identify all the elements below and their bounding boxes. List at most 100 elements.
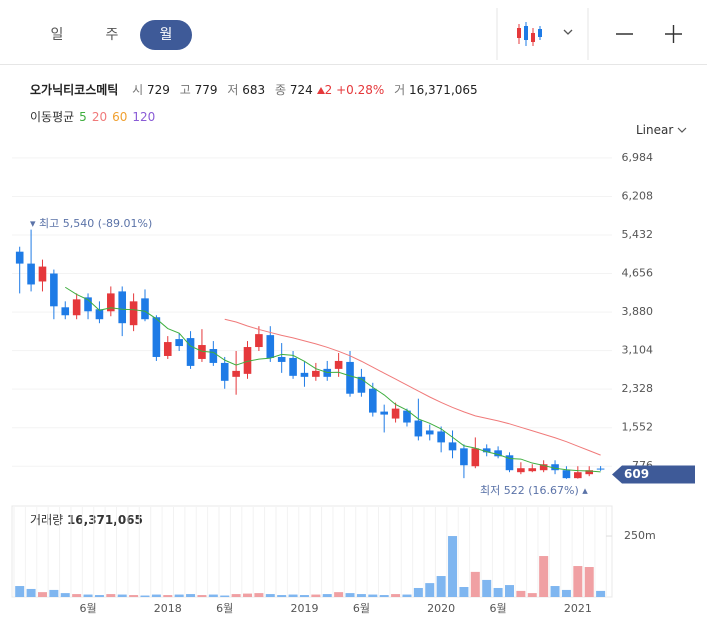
candle-body — [300, 372, 309, 377]
volume-bar — [345, 593, 355, 597]
legend-entry: 60 — [112, 110, 128, 124]
candle-body — [27, 263, 35, 285]
volume-bar — [539, 556, 549, 597]
candle-body — [84, 297, 92, 312]
high-annotation: ▾ 최고 5,540 (-89.01%) — [30, 217, 152, 230]
volume-bar — [527, 593, 537, 597]
candle-body — [141, 298, 149, 320]
volume-bar — [243, 593, 253, 597]
volume-bar — [584, 567, 594, 597]
quote-value: 724 — [289, 83, 313, 97]
candle-body — [539, 464, 548, 471]
legend-title: 이동평균 — [30, 110, 75, 124]
volume-bar — [208, 594, 218, 597]
quote-label: 종 — [274, 83, 287, 97]
up-arrow — [316, 87, 325, 94]
last-price-tag — [612, 465, 695, 484]
tab[interactable]: 일 — [50, 27, 64, 43]
legend-entry: 20 — [91, 110, 108, 124]
candle-body — [437, 431, 445, 443]
chevron — [677, 127, 687, 133]
y-tick-label: 4,656 — [622, 267, 654, 280]
volume-bar — [425, 583, 435, 597]
candle-body — [346, 361, 354, 394]
candle-body — [220, 362, 229, 381]
quote-label: 저 — [227, 83, 239, 97]
x-tick-label: 2021 — [564, 602, 592, 615]
candle-body — [255, 334, 263, 348]
candle-body — [494, 450, 502, 457]
volume-bar — [459, 587, 469, 597]
candle-body — [528, 468, 537, 472]
candle-body — [505, 455, 514, 471]
volume-bar — [49, 589, 59, 597]
candle-body — [574, 472, 582, 479]
volume-bar — [436, 576, 446, 597]
last-price-label: 609 — [624, 467, 649, 481]
zoom-in[interactable] — [665, 25, 682, 43]
volume-bar — [504, 585, 514, 597]
x-tick-label: 6월 — [79, 602, 96, 615]
volume-bar — [573, 566, 583, 597]
volume-bar — [60, 593, 70, 597]
volume-label: 거래량 — [30, 513, 63, 527]
volume-bar — [311, 594, 321, 597]
volume-bar — [482, 579, 492, 597]
x-tick-label: 2019 — [290, 602, 318, 615]
volume-bar — [197, 595, 207, 597]
stock-name: 오가닉티코스메틱 — [30, 83, 119, 97]
quote-label: 고 — [179, 83, 191, 97]
annotation-value: 5,540 — [63, 217, 95, 230]
volume-bar — [288, 594, 298, 597]
candle-body — [414, 420, 423, 437]
annotation-label: 최고 — [39, 217, 59, 230]
y-tick-label: 6,984 — [622, 151, 654, 164]
volume-bar — [379, 595, 389, 597]
candle-body — [369, 388, 377, 413]
legend-entry: 120 — [132, 110, 156, 124]
candle-body — [471, 448, 480, 467]
volume-title: 거래량 16,371,065 — [30, 513, 143, 527]
volume-bar — [448, 536, 458, 597]
y-tick-label: 1,552 — [622, 421, 654, 434]
ma-legend: 이동평균 5 20 60 120 — [30, 108, 155, 125]
volume-bar — [140, 595, 150, 597]
y-tick-label: 3,104 — [622, 344, 654, 357]
volume-bar — [413, 587, 423, 597]
candle-body — [232, 370, 240, 377]
volume-bar — [231, 594, 241, 597]
candle-body — [403, 410, 411, 423]
volume-bar — [596, 590, 606, 597]
candle-body — [186, 338, 195, 366]
scale-select[interactable]: Linear — [636, 123, 687, 137]
volume-bar — [277, 595, 287, 597]
candle-body — [460, 448, 468, 466]
volume-bar — [391, 594, 401, 597]
ma-line — [64, 286, 601, 473]
candle-body — [277, 356, 286, 362]
quote-value: 683 — [242, 83, 266, 97]
quote-value: 729 — [147, 83, 170, 97]
candle-body — [266, 335, 275, 358]
candle-body — [312, 370, 320, 377]
tab[interactable]: 월 — [140, 20, 192, 50]
low-annotation: 최저 522 (16.67%) ▴ — [480, 484, 588, 497]
volume-bar — [220, 595, 230, 597]
candle-body — [551, 464, 559, 471]
chart-type-button[interactable] — [517, 22, 573, 46]
candle-body — [72, 299, 81, 316]
volume-bar — [368, 594, 378, 597]
volume-bar — [72, 594, 82, 597]
toolbar: 일 주 월 — [0, 0, 707, 65]
candle-body — [107, 293, 115, 312]
volume-bar — [106, 594, 116, 597]
quote-label: 시 — [132, 83, 144, 97]
candle-body — [289, 357, 297, 376]
candle-body — [334, 360, 343, 369]
candle-body — [50, 273, 58, 307]
candle-body — [152, 317, 161, 357]
volume-bar — [117, 594, 127, 597]
change-pct: +0.28% — [336, 83, 385, 97]
tab[interactable]: 주 — [105, 27, 119, 43]
